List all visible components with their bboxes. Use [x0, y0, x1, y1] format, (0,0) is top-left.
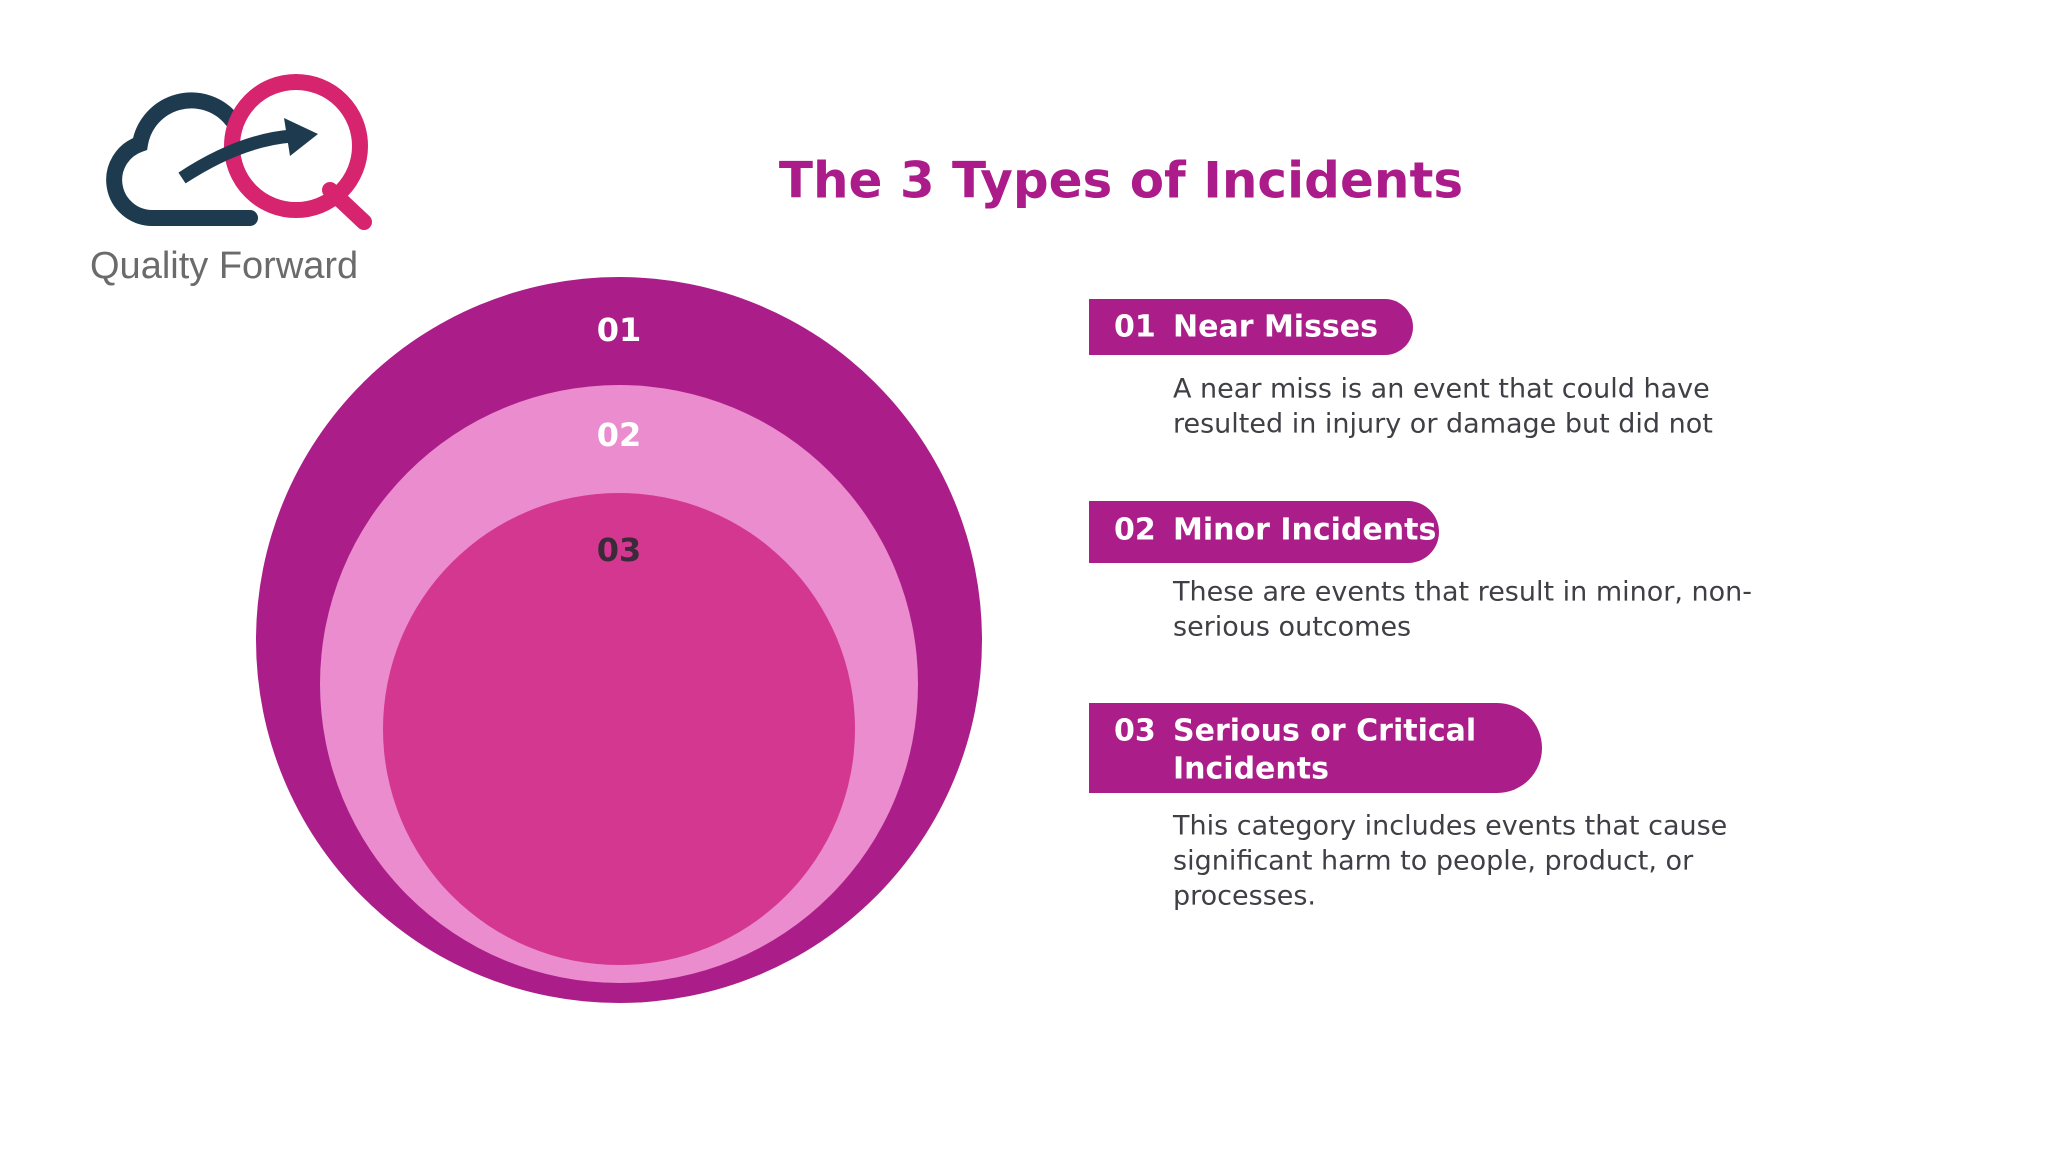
item-description: These are events that result in minor, n…: [1172, 577, 1752, 608]
item-description: processes.: [1173, 881, 1316, 912]
item-title: Minor Incidents: [1173, 513, 1436, 548]
circle-label: 03: [597, 531, 642, 569]
logo-cloud: [106, 92, 258, 226]
logo-text: Quality Forward: [90, 245, 358, 287]
item-title: Near Misses: [1173, 310, 1378, 345]
circle-inner: [383, 493, 855, 965]
item-title: Incidents: [1173, 752, 1329, 787]
title: The 3 Types of Incidents: [779, 152, 1463, 210]
item-number: 02: [1114, 513, 1156, 548]
logo: Quality Forward: [90, 74, 372, 287]
logo-q-tail: [322, 182, 372, 230]
item-pill: [1089, 501, 1439, 563]
item-pill: [1089, 299, 1413, 355]
item-pill: [1089, 703, 1542, 793]
item-title: Serious or Critical: [1173, 714, 1476, 749]
item-description: This category includes events that cause: [1172, 811, 1727, 842]
item-number: 03: [1114, 714, 1156, 749]
item-description: significant harm to people, product, or: [1173, 846, 1694, 877]
item-description: A near miss is an event that could have: [1173, 374, 1710, 405]
logo-arrowhead: [284, 118, 318, 156]
logo-arrow: [178, 129, 293, 184]
circle-label: 02: [597, 416, 642, 454]
item-description: serious outcomes: [1173, 612, 1411, 643]
item-number: 01: [1114, 310, 1156, 345]
item-description: resulted in injury or damage but did not: [1173, 409, 1713, 440]
circle-label: 01: [597, 311, 642, 349]
